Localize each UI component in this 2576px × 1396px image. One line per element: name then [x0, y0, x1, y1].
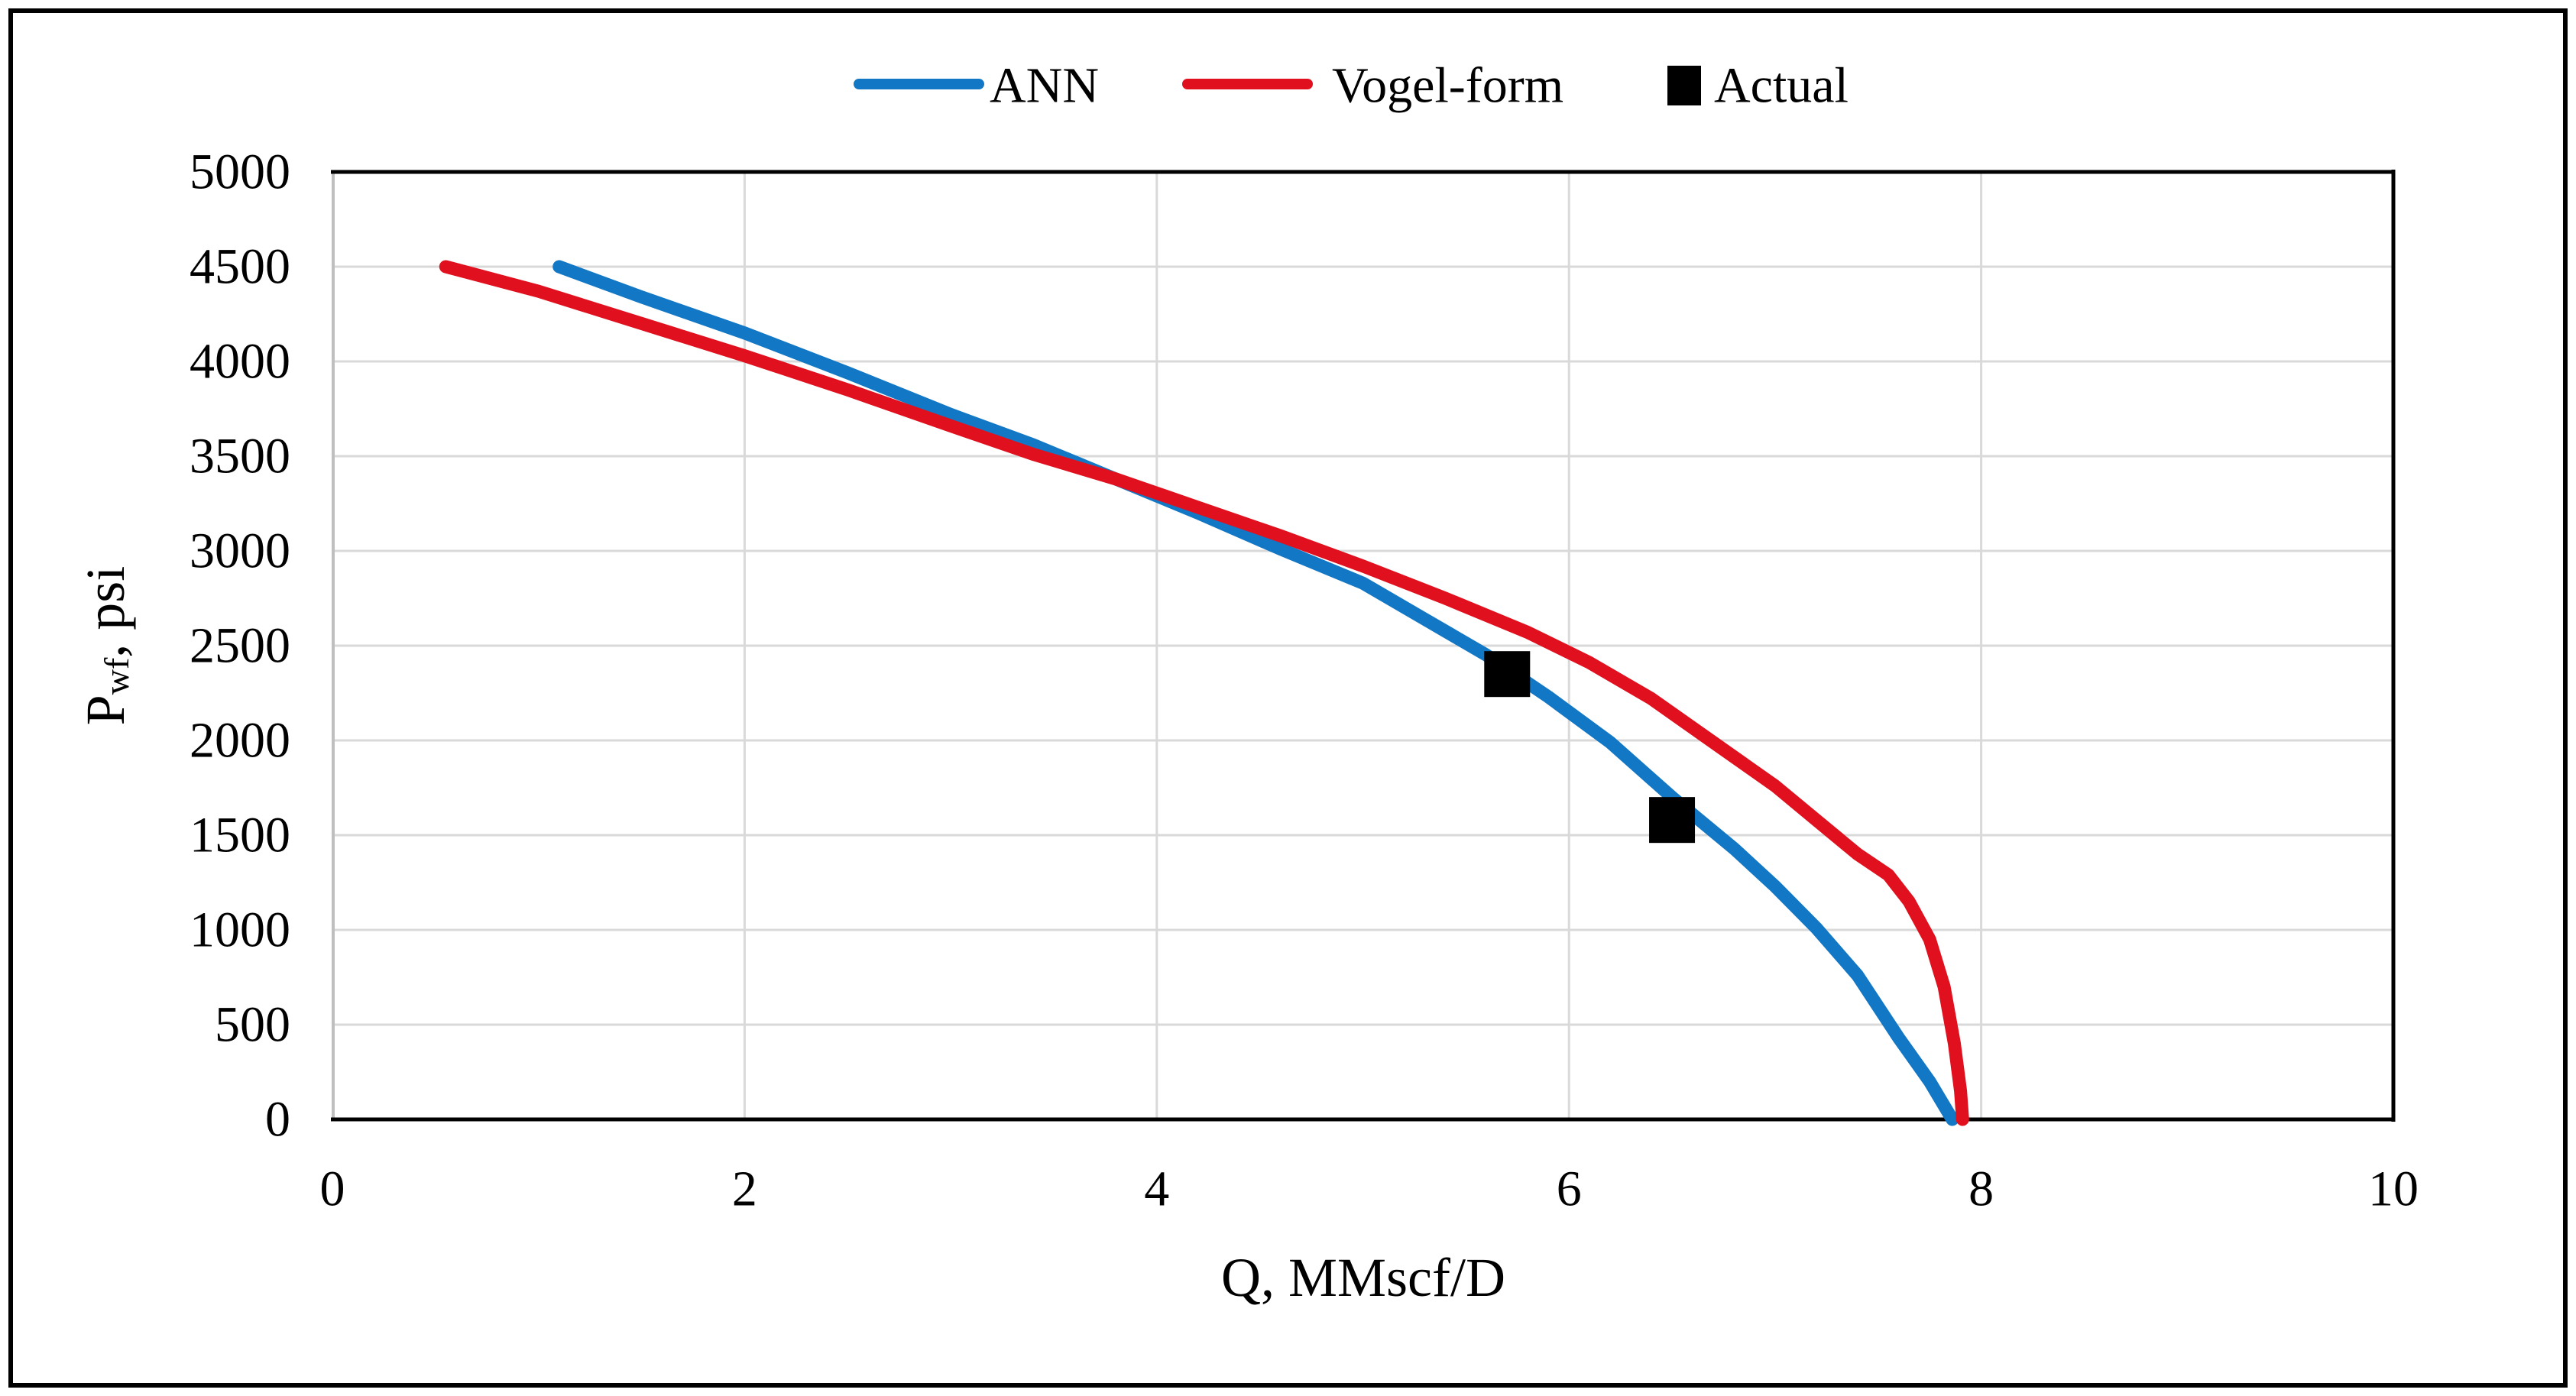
y-tick-label: 1500	[190, 808, 290, 863]
actual-data-marker	[1649, 797, 1696, 844]
x-tick-label: 8	[1968, 1161, 1994, 1217]
x-tick-labels: 0 2 4 6 8 10	[320, 1161, 2419, 1217]
x-axis-title: Q, MMscf/D	[1221, 1247, 1505, 1308]
x-tick-label: 6	[1557, 1161, 1582, 1217]
ann-series-line	[552, 260, 1959, 1126]
series-layer	[439, 260, 1969, 1126]
actual-data-marker	[1484, 651, 1531, 698]
y-tick-label: 3500	[190, 429, 290, 484]
vogel-legend-label: Vogel-form	[1332, 58, 1563, 114]
y-tick-labels: 0 500 1000 1500 2000 2500 3000 3500 4000 4500 5000	[190, 144, 290, 1148]
vogel-form-series-line	[439, 260, 1969, 1126]
x-tick-label: 0	[320, 1161, 345, 1217]
legend: ANN Vogel-form Actual	[854, 58, 1849, 114]
legend-item-actual: Actual	[1667, 58, 1849, 114]
x-tick-label: 10	[2368, 1161, 2419, 1217]
x-tick-label: 2	[732, 1161, 757, 1217]
y-tick-label: 5000	[190, 144, 290, 200]
y-tick-label: 500	[215, 997, 290, 1053]
plot-frame	[331, 170, 2396, 1122]
y-tick-label: 2500	[190, 618, 290, 674]
y-tick-label: 4000	[190, 334, 290, 390]
y-tick-label: 2000	[190, 713, 290, 769]
figure-border	[8, 8, 2568, 1388]
x-tick-label: 4	[1144, 1161, 1169, 1217]
actual-legend-label: Actual	[1714, 58, 1849, 114]
y-axis-title: Pwf, psi	[75, 566, 136, 726]
legend-item-ann: ANN	[854, 58, 1099, 114]
vogel-legend-swatch	[1182, 79, 1313, 89]
ann-legend-swatch	[854, 79, 984, 89]
y-tick-label: 4500	[190, 239, 290, 295]
y-tick-label: 3000	[190, 523, 290, 579]
ann-legend-label: ANN	[990, 58, 1099, 114]
y-tick-label: 1000	[190, 902, 290, 958]
y-tick-label: 0	[265, 1092, 290, 1148]
actual-legend-marker-icon	[1667, 66, 1701, 105]
legend-item-vogel: Vogel-form	[1182, 58, 1563, 114]
gridlines	[332, 172, 2393, 1119]
